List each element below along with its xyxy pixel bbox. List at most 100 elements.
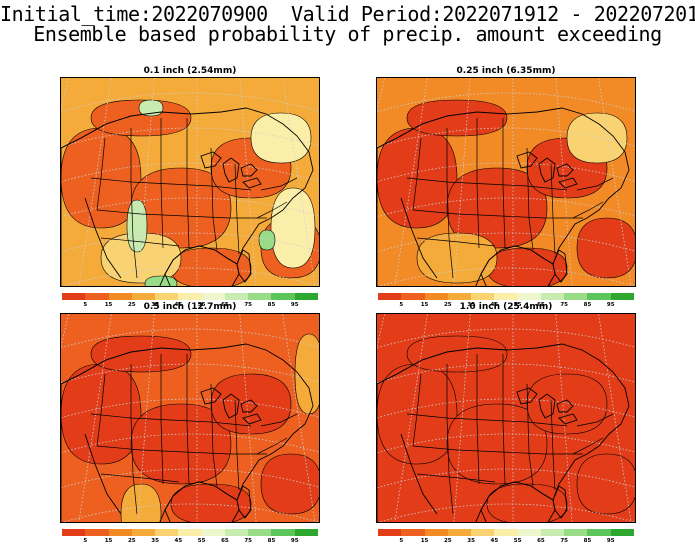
colorbar — [62, 293, 318, 300]
colorbar-swatch — [178, 293, 202, 300]
colorbar-swatch — [424, 529, 448, 536]
colorbar — [378, 529, 634, 536]
colorbar-swatch — [201, 529, 225, 536]
colorbar-tick-label: 15 — [104, 302, 113, 308]
colorbar-swatch — [131, 529, 156, 536]
colorbar-swatch — [494, 293, 518, 300]
colorbar-tick-label: 85 — [267, 538, 276, 544]
probability-contour — [526, 373, 608, 435]
probability-contour — [170, 483, 252, 522]
colorbar-tick-label: 75 — [244, 302, 252, 308]
probability-contour — [446, 403, 548, 485]
colorbar-swatch — [447, 293, 472, 300]
colorbar-ticks: 5 15 25 35 45 55 65 75 85 95 — [62, 302, 318, 310]
probability-contour — [260, 453, 319, 515]
colorbar-tick-label: 5 — [83, 302, 88, 308]
panel-title: 0.5 inch (12.7mm) — [143, 302, 237, 312]
graticule — [61, 78, 319, 286]
colorbar-tick-label: 45 — [490, 538, 499, 544]
colorbar-tick-label: 35 — [467, 538, 475, 544]
colorbar-tick-label: 55 — [197, 302, 206, 308]
colorbar-tick-label: 75 — [560, 302, 568, 308]
colorbar-swatch — [62, 529, 86, 536]
colorbar-swatch — [540, 293, 565, 300]
colorbar-swatch — [494, 529, 518, 536]
colorbar-swatch — [201, 293, 225, 300]
colorbar-swatch — [401, 293, 425, 300]
colorbar-swatch — [155, 293, 179, 300]
colorbar-swatch — [271, 529, 295, 536]
political-boundaries — [61, 107, 314, 286]
colorbar-tick-label: 25 — [127, 538, 136, 544]
graticule — [61, 314, 319, 522]
colorbar-swatch — [85, 529, 109, 536]
colorbar-tick-label: 45 — [174, 538, 183, 544]
colorbar-swatch — [540, 529, 565, 536]
colorbar-swatch — [224, 529, 249, 536]
colorbar-swatch — [378, 293, 402, 300]
colorbar-swatch — [108, 293, 132, 300]
colorbar-swatch — [564, 293, 588, 300]
colorbar-tick-label: 55 — [513, 302, 522, 308]
probability-map — [60, 77, 320, 287]
colorbar-swatch — [131, 293, 156, 300]
colorbar-tick-label: 95 — [606, 302, 615, 308]
probability-field — [377, 335, 635, 522]
probability-field — [377, 99, 635, 286]
probability-contour — [576, 453, 635, 515]
colorbar-swatch — [224, 293, 249, 300]
colorbar-swatch — [248, 293, 272, 300]
colorbar-swatch — [517, 293, 541, 300]
probability-map — [376, 313, 636, 523]
colorbar-tick-label: 35 — [151, 302, 159, 308]
chart-title-line1: Initial_time:2022070900 Valid Period:202… — [0, 2, 695, 26]
colorbar-swatch — [294, 529, 318, 536]
colorbar — [62, 529, 318, 536]
colorbar-tick-label: 35 — [467, 302, 475, 308]
colorbar-swatch — [424, 293, 448, 300]
colorbar-swatch — [610, 293, 634, 300]
colorbar-ticks: 5 15 25 35 45 55 65 75 85 95 — [378, 538, 634, 546]
colorbar-swatch — [271, 293, 295, 300]
colorbar-tick-label: 75 — [244, 538, 252, 544]
political-boundaries — [61, 343, 314, 522]
probability-map — [376, 77, 636, 287]
colorbar-tick-label: 15 — [420, 302, 429, 308]
colorbar-tick-label: 5 — [399, 302, 404, 308]
colorbar-tick-label: 55 — [197, 538, 206, 544]
colorbar-tick-label: 25 — [127, 302, 136, 308]
colorbar-swatch — [85, 293, 109, 300]
colorbar-tick-label: 65 — [221, 302, 229, 308]
colorbar-ticks: 5 15 25 35 45 55 65 75 85 95 — [378, 302, 634, 310]
map-canvas — [377, 314, 635, 522]
panel-title: 1.0 inch (25.4mm) — [459, 302, 553, 312]
panel-title: 0.1 inch (2.54mm) — [143, 66, 237, 76]
colorbar-swatch — [447, 529, 472, 536]
colorbar-tick-label: 45 — [490, 302, 499, 308]
colorbar-tick-label: 65 — [221, 538, 229, 544]
colorbar-swatch — [248, 529, 272, 536]
probability-contour — [576, 217, 635, 279]
colorbar-swatch — [62, 293, 86, 300]
colorbar-tick-label: 15 — [420, 538, 429, 544]
colorbar-tick-label: 65 — [537, 302, 545, 308]
colorbar-tick-label: 65 — [537, 538, 545, 544]
colorbar-swatch — [517, 529, 541, 536]
colorbar-tick-label: 45 — [174, 302, 183, 308]
colorbar-swatch — [471, 529, 495, 536]
map-canvas — [377, 78, 635, 286]
colorbar-tick-label: 25 — [443, 538, 452, 544]
probability-contour — [210, 373, 292, 435]
colorbar-tick-label: 35 — [151, 538, 159, 544]
colorbar-tick-label: 5 — [399, 538, 404, 544]
probability-contour — [170, 247, 252, 286]
colorbar-tick-label: 95 — [606, 538, 615, 544]
colorbar-swatch — [401, 529, 425, 536]
panel-title: 0.25 inch (6.35mm) — [456, 66, 556, 76]
probability-field — [61, 99, 319, 286]
probability-contour — [486, 483, 568, 522]
chart-title-line2: Ensemble based probability of precip. am… — [33, 22, 662, 46]
map-canvas — [61, 78, 319, 286]
colorbar-tick-label: 15 — [104, 538, 113, 544]
map-canvas — [61, 314, 319, 522]
